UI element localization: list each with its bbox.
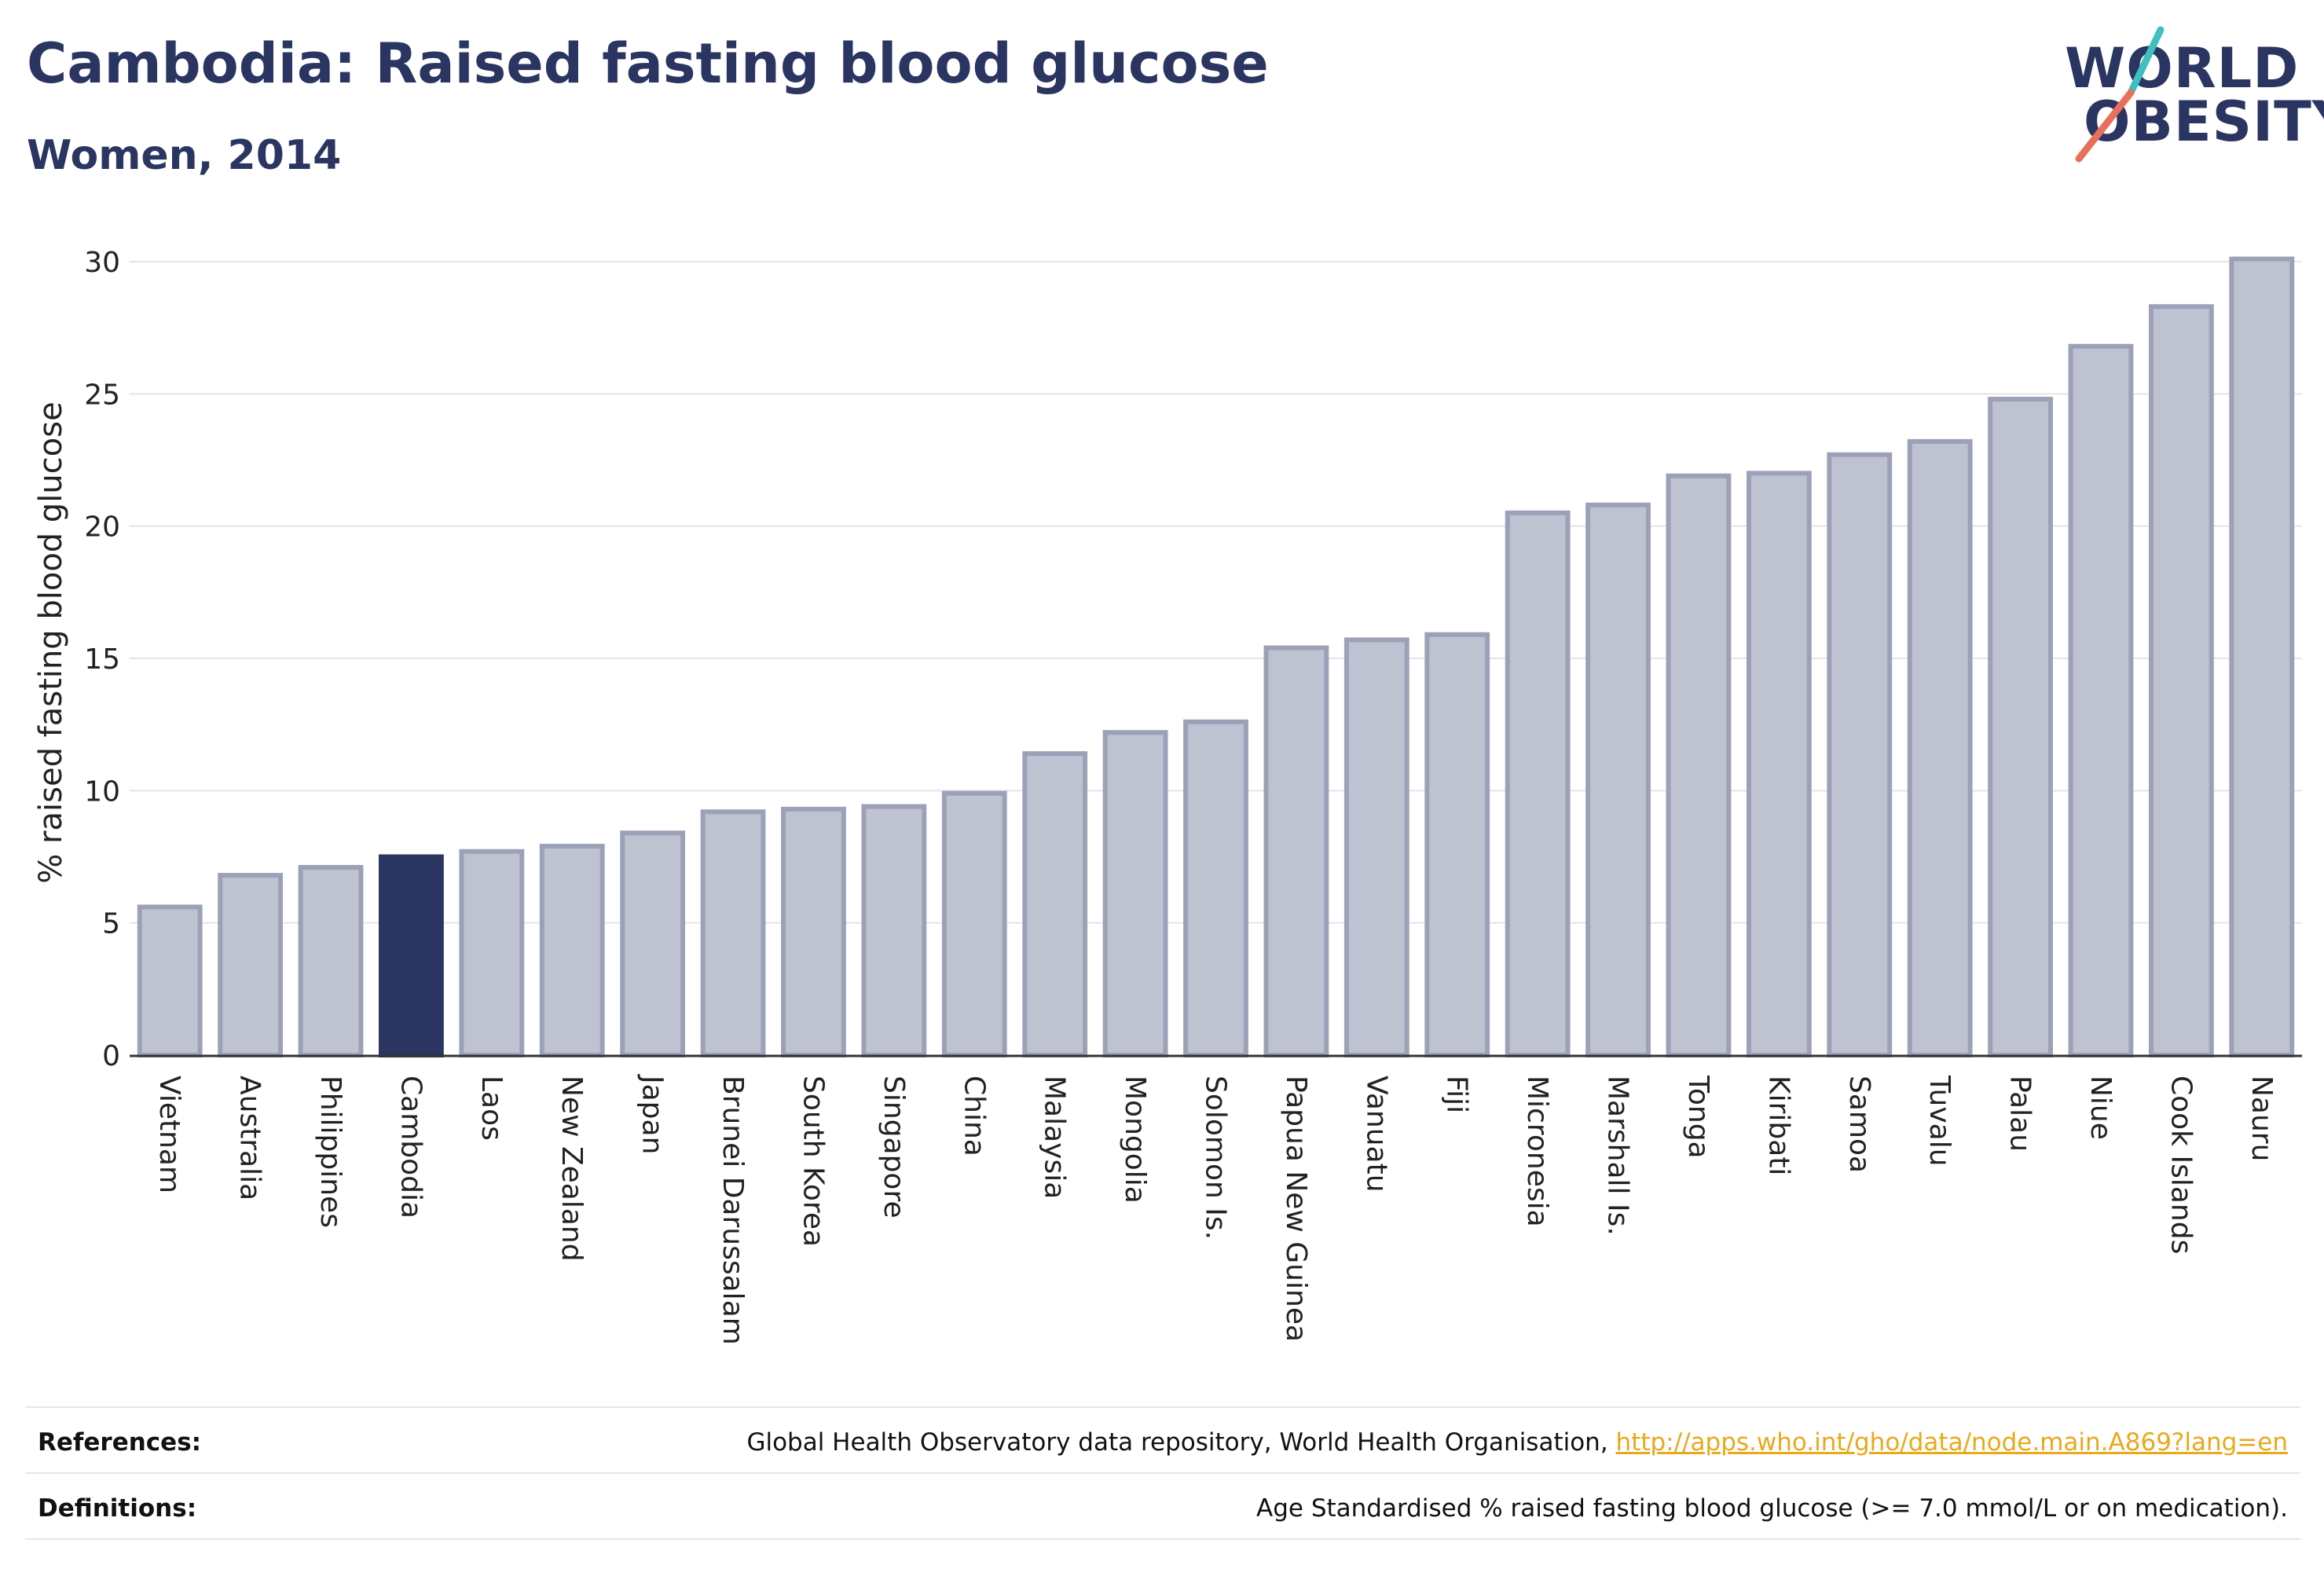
x-tick-label: Papua New Guinea xyxy=(1280,1076,1312,1342)
x-tick-label: Tonga xyxy=(1682,1075,1714,1159)
x-tick-label: New Zealand xyxy=(555,1076,588,1262)
x-tick-label: Malaysia xyxy=(1039,1076,1071,1199)
bar-cook-islands xyxy=(2148,304,2214,1057)
references-label: References: xyxy=(38,1428,202,1457)
y-tick-label: 25 xyxy=(84,379,120,411)
bar-micronesia xyxy=(1505,510,1571,1057)
bar-laos xyxy=(459,848,525,1058)
x-tick-label: Tuvalu xyxy=(1923,1075,1956,1167)
logo-slash-icon xyxy=(2075,26,2165,163)
x-tick-label: Vanuatu xyxy=(1360,1076,1392,1193)
y-tick-label: 0 xyxy=(102,1040,120,1072)
page-subtitle: Women, 2014 xyxy=(27,132,342,179)
y-axis-label: % raised fasting blood glucose xyxy=(33,401,69,883)
x-tick-label: Mongolia xyxy=(1119,1076,1151,1204)
bar-niue xyxy=(2068,343,2134,1057)
bar-nauru xyxy=(2229,256,2295,1057)
bar-marshall-is xyxy=(1585,502,1651,1057)
x-tick-label: Brunei Darussalam xyxy=(717,1076,749,1345)
world-obesity-logo: WORLD OBESITY xyxy=(2043,24,2324,173)
x-tick-label: Marshall Is. xyxy=(1602,1076,1634,1236)
x-tick-label: Laos xyxy=(475,1076,508,1141)
bar-cambodia xyxy=(379,854,444,1057)
bar-tonga xyxy=(1666,473,1732,1057)
bar-china xyxy=(941,790,1007,1057)
x-tick-label: Philippines xyxy=(314,1076,346,1228)
x-tick-label: Palau xyxy=(2004,1076,2036,1152)
x-tick-label: Cambodia xyxy=(394,1076,427,1219)
bar-new-zealand xyxy=(539,844,605,1057)
references-link[interactable]: http://apps.who.int/gho/data/node.main.A… xyxy=(1615,1428,2288,1457)
bar-south-korea xyxy=(781,806,846,1058)
x-tick-labels: Vietnam Australia Philippines Cambodia Laos N… xyxy=(153,1074,2278,1345)
y-tick-label: 15 xyxy=(84,643,120,676)
x-tick-label: Singapore xyxy=(878,1076,910,1219)
x-tick-label: Fiji xyxy=(1441,1076,1473,1113)
footer-divider xyxy=(25,1538,2300,1540)
x-tick-label: Vietnam xyxy=(153,1076,185,1193)
x-tick-label: Solomon Is. xyxy=(1200,1076,1232,1240)
bar-philippines xyxy=(298,864,364,1058)
bar-mongolia xyxy=(1102,730,1168,1057)
definitions-value: Age Standardised % raised fasting blood … xyxy=(1256,1494,2288,1523)
references-row: References: Global Health Observatory da… xyxy=(25,1406,2300,1474)
bars xyxy=(137,256,2295,1058)
definitions-row: Definitions: Age Standardised % raised f… xyxy=(25,1472,2300,1540)
y-tick-label: 20 xyxy=(84,511,120,544)
x-tick-label: Japan xyxy=(636,1074,669,1154)
x-tick-label: Australia xyxy=(234,1076,266,1200)
bar-papua-new-guinea xyxy=(1263,645,1329,1057)
y-tick-label: 10 xyxy=(84,775,120,808)
bar-solomon-is xyxy=(1183,719,1248,1057)
references-text: Global Health Observatory data repositor… xyxy=(746,1428,1616,1457)
y-tick-labels: 0 5 10 15 20 25 30 xyxy=(84,247,120,1072)
y-tick-label: 30 xyxy=(84,247,120,279)
x-tick-label: Kiribati xyxy=(1762,1076,1794,1175)
x-tick-label: Niue xyxy=(2084,1076,2117,1140)
definitions-label: Definitions: xyxy=(38,1494,197,1523)
bar-australia xyxy=(218,873,284,1057)
x-tick-label: Micronesia xyxy=(1521,1076,1553,1227)
references-value: Global Health Observatory data repositor… xyxy=(746,1428,2288,1457)
x-tick-label: Nauru xyxy=(2245,1076,2278,1161)
y-tick-label: 5 xyxy=(102,908,120,940)
bar-vietnam xyxy=(137,904,203,1058)
bar-brunei-darussalam xyxy=(700,809,766,1058)
bar-tuvalu xyxy=(1907,438,1973,1057)
page-title: Cambodia: Raised fasting blood glucose xyxy=(27,31,1269,96)
bar-palau xyxy=(1988,397,2053,1058)
bar-samoa xyxy=(1827,452,1893,1057)
bar-japan xyxy=(620,830,686,1057)
bar-fiji xyxy=(1424,632,1490,1057)
x-tick-label: China xyxy=(958,1076,990,1156)
bar-malaysia xyxy=(1022,751,1088,1057)
x-tick-label: Samoa xyxy=(1843,1076,1875,1173)
bar-singapore xyxy=(861,804,927,1057)
x-tick-label: Cook Islands xyxy=(2165,1076,2197,1254)
bar-chart: 0 5 10 15 20 25 30 Vietnam Australia Philippines… xyxy=(33,247,2302,1345)
logo-text-line1: WORLD xyxy=(2065,36,2300,101)
bar-kiribati xyxy=(1746,471,1812,1057)
bar-vanuatu xyxy=(1343,637,1409,1057)
x-tick-label: South Korea xyxy=(797,1076,829,1247)
